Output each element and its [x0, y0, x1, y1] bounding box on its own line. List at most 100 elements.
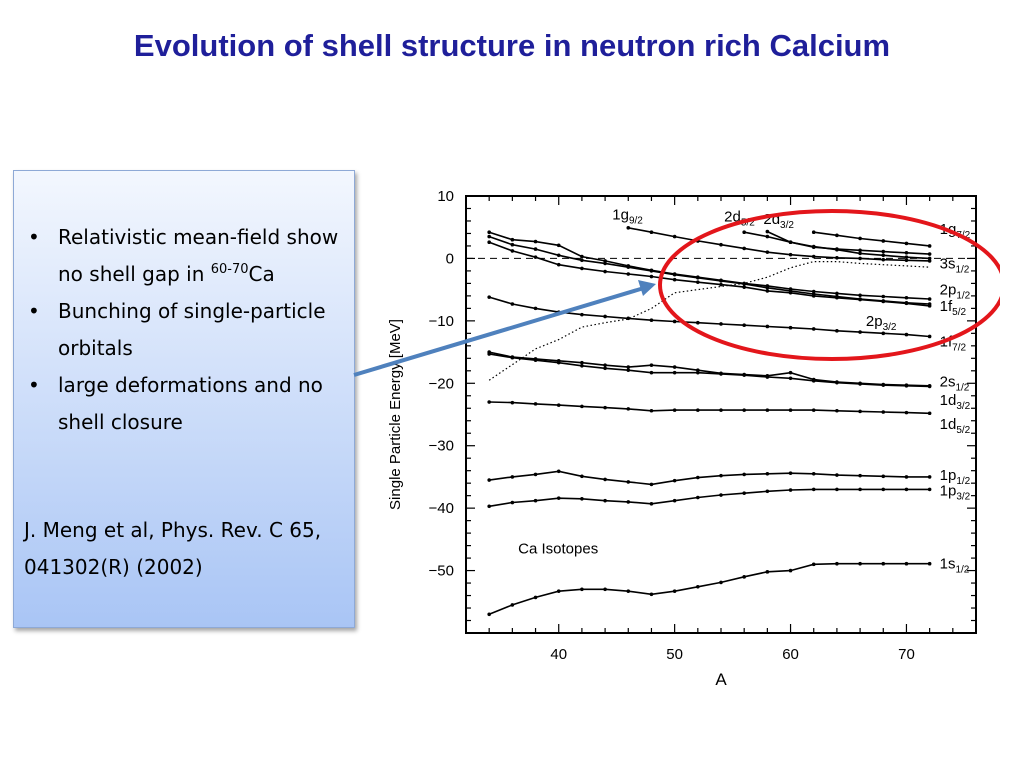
data-point: [672, 498, 677, 503]
chart-svg: 40 50 60 70 10 0 −10 −20 −30 −40 −50 A Single Partic…: [387, 188, 1000, 689]
data-point: [510, 603, 515, 607]
plot-frame: [465, 195, 977, 634]
series-line-2p-1_2: [488, 231, 930, 300]
data-point: [742, 285, 746, 289]
series-label: 1p1/2: [940, 467, 971, 487]
data-point: [672, 272, 677, 276]
data-point: [742, 408, 746, 412]
data-point: [696, 408, 700, 412]
data-point: [788, 471, 793, 475]
data-point: [603, 366, 607, 371]
y-axis-label: Single Particle Energy [MeV]: [387, 319, 404, 510]
y-tick-label: −40: [429, 500, 454, 517]
data-point: [672, 234, 677, 239]
data-point: [904, 383, 909, 387]
data-point: [881, 257, 886, 262]
data-point: [510, 355, 515, 359]
data-point: [881, 249, 886, 254]
data-point: [510, 249, 515, 253]
data-point: [649, 408, 654, 413]
data-point: [858, 487, 862, 492]
data-point: [835, 294, 839, 299]
data-point: [927, 561, 932, 566]
data-point: [510, 400, 515, 405]
data-point: [858, 330, 862, 334]
data-point: [672, 478, 677, 483]
data-point: [533, 498, 538, 503]
series-label: 1g9/2: [612, 207, 643, 227]
y-tick-label: −50: [429, 563, 454, 580]
data-point: [742, 230, 746, 235]
data-point: [556, 359, 561, 363]
y-tick-label: −10: [429, 313, 454, 330]
data-point: [811, 245, 816, 249]
data-point: [765, 289, 770, 293]
data-point: [603, 314, 607, 319]
data-point: [603, 587, 607, 592]
highlight-ellipse: [658, 209, 1000, 361]
data-point: [881, 239, 886, 243]
x-tick-label: 50: [666, 646, 683, 663]
data-point: [811, 254, 816, 259]
data-point: [696, 370, 700, 375]
data-point: [788, 325, 793, 330]
data-point: [788, 376, 793, 381]
data-point: [904, 258, 909, 263]
data-point: [811, 562, 816, 567]
data-point: [811, 408, 816, 412]
data-point: [626, 368, 631, 372]
data-point: [858, 381, 862, 386]
data-point: [487, 240, 491, 244]
data-point: [788, 408, 793, 412]
data-point: [603, 498, 607, 503]
data-point: [904, 295, 909, 300]
data-point: [672, 408, 677, 412]
data-point: [927, 302, 932, 306]
data-point: [626, 480, 631, 484]
data-point: [580, 364, 584, 368]
data-point: [904, 332, 909, 337]
series-line-2d-3_2: [767, 230, 930, 255]
series-label: 1d3/2: [940, 392, 971, 412]
y-tick-label: −30: [429, 438, 454, 455]
data-point: [696, 475, 700, 480]
data-point: [765, 472, 770, 476]
data-point: [649, 592, 654, 597]
x-tick-label: 70: [898, 646, 915, 663]
data-point: [765, 373, 770, 378]
bullet-text: large deformations and no shell closure: [58, 373, 323, 434]
data-point: [719, 408, 723, 412]
data-point: [765, 408, 770, 412]
data-point: [904, 300, 909, 305]
element-symbol: Ca: [248, 262, 275, 286]
data-point: [742, 491, 746, 495]
data-point: [765, 284, 770, 288]
data-point: [533, 306, 538, 311]
data-point: [788, 252, 793, 257]
data-point: [580, 312, 584, 317]
chart-annotation: Ca Isotopes: [518, 541, 598, 558]
data-point: [835, 247, 839, 251]
data-point: [580, 254, 584, 259]
bullet-text: Relativistic mean-field show no shell ga…: [58, 225, 339, 286]
data-point: [811, 289, 816, 294]
data-point: [811, 292, 816, 296]
series-line-1s-1_2: [488, 562, 930, 616]
data-point: [556, 253, 561, 258]
data-point: [603, 363, 607, 367]
data-point: [858, 236, 862, 241]
data-point: [626, 589, 631, 593]
data-point: [672, 365, 677, 369]
data-point: [881, 382, 886, 387]
data-point: [881, 561, 886, 566]
data-point: [835, 233, 839, 238]
data-point: [927, 297, 932, 301]
data-point: [719, 493, 723, 497]
data-point: [672, 589, 677, 593]
data-point: [904, 487, 909, 492]
series-label: 3s1/2: [940, 255, 970, 275]
y-tick-label: 0: [446, 250, 454, 267]
data-point: [603, 261, 607, 266]
data-point: [626, 500, 631, 504]
bullet-text: Bunching of single-particle orbitals: [58, 299, 326, 360]
